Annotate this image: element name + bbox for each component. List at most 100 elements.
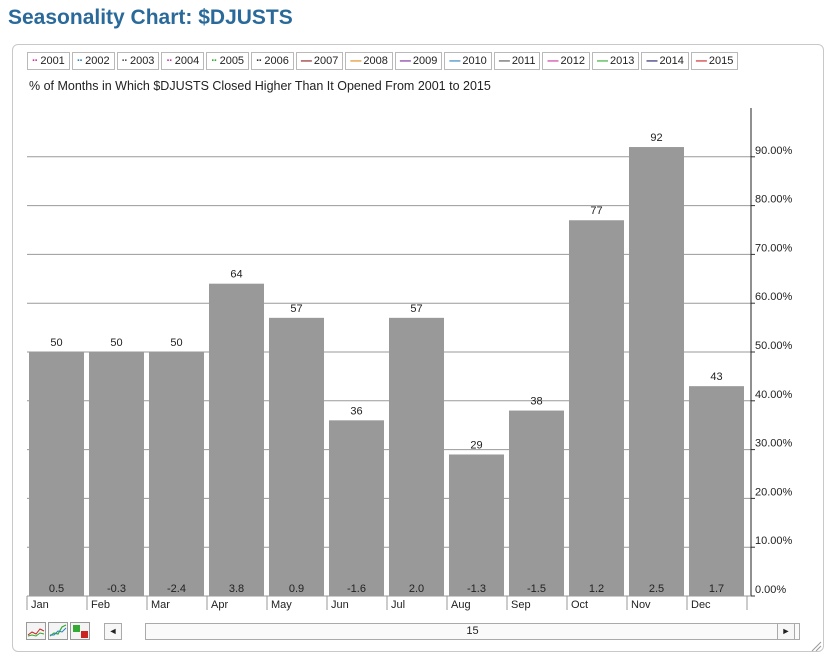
legend-swatch-icon: — bbox=[695, 55, 707, 67]
legend-label: 2008 bbox=[363, 55, 388, 67]
chart-toolbar: ◄ 15 ► bbox=[26, 620, 806, 644]
legend-item-2009[interactable]: —2009 bbox=[394, 52, 443, 70]
legend-label: 2005 bbox=[219, 55, 245, 67]
y-tick-label: 90.00% bbox=[755, 145, 793, 157]
legend-swatch-icon: — bbox=[399, 55, 411, 67]
bar-value-label: 38 bbox=[530, 396, 542, 408]
legend-swatch-icon: ·· bbox=[121, 55, 128, 67]
avg-return-label: -1.5 bbox=[527, 583, 546, 595]
legend-label: 2004 bbox=[174, 55, 200, 67]
avg-return-label: 2.5 bbox=[649, 583, 664, 595]
legend-swatch-icon: — bbox=[300, 55, 312, 67]
legend-swatch-icon: ·· bbox=[76, 55, 83, 67]
legend-label: 2003 bbox=[129, 55, 155, 67]
avg-return-label: 0.5 bbox=[49, 583, 64, 595]
period-scrollbar[interactable]: 15 bbox=[145, 623, 800, 640]
legend-item-2013[interactable]: —2013 bbox=[591, 52, 640, 70]
legend-item-2012[interactable]: —2012 bbox=[542, 52, 590, 70]
legend-item-2001[interactable]: ·· 2001 bbox=[27, 52, 70, 70]
bar-chart-icon[interactable] bbox=[70, 622, 90, 640]
avg-return-label: -2.4 bbox=[167, 583, 186, 595]
x-tick-label: Aug bbox=[451, 599, 471, 611]
bar-sep[interactable] bbox=[509, 410, 564, 596]
bar-value-label: 50 bbox=[50, 337, 62, 349]
avg-return-label: 1.7 bbox=[709, 583, 724, 595]
y-tick-label: 20.00% bbox=[755, 486, 793, 498]
legend-item-2007[interactable]: —2007 bbox=[295, 52, 344, 70]
bar-aug[interactable] bbox=[449, 454, 504, 596]
legend-label: 2011 bbox=[511, 55, 536, 67]
x-tick-label: Sep bbox=[511, 599, 531, 611]
avg-return-label: 3.8 bbox=[229, 583, 244, 595]
resize-grip-icon[interactable] bbox=[810, 640, 822, 652]
avg-return-label: -0.3 bbox=[107, 583, 126, 595]
bar-value-label: 57 bbox=[290, 303, 302, 315]
avg-return-label: 1.2 bbox=[589, 583, 604, 595]
legend-swatch-icon: ·· bbox=[32, 55, 38, 67]
bar-may[interactable] bbox=[269, 317, 324, 596]
y-tick-label: 10.00% bbox=[755, 535, 793, 547]
legend-label: 2007 bbox=[313, 55, 339, 67]
bar-value-label: 64 bbox=[230, 269, 242, 281]
bar-value-label: 92 bbox=[650, 132, 662, 144]
bar-jul[interactable] bbox=[389, 317, 444, 596]
legend-swatch-icon: — bbox=[646, 55, 657, 67]
bar-mar[interactable] bbox=[149, 352, 204, 596]
page-title: Seasonality Chart: $DJUSTS bbox=[8, 6, 293, 29]
bar-feb[interactable] bbox=[89, 352, 144, 596]
legend-item-2015[interactable]: —2015 bbox=[690, 52, 739, 70]
multi-line-chart-icon[interactable] bbox=[48, 622, 68, 640]
bar-jan[interactable] bbox=[29, 352, 84, 596]
y-tick-label: 0.00% bbox=[755, 584, 786, 596]
x-tick-label: Apr bbox=[211, 599, 228, 611]
bar-value-label: 77 bbox=[590, 205, 602, 217]
legend-swatch-icon: — bbox=[498, 55, 510, 67]
legend-label: 2001 bbox=[40, 55, 65, 67]
legend-item-2004[interactable]: ·· 2004 bbox=[161, 52, 205, 70]
chart-title: % of Months in Which $DJUSTS Closed High… bbox=[29, 79, 491, 93]
bar-dec[interactable] bbox=[689, 386, 744, 596]
legend-item-2002[interactable]: ·· 2002 bbox=[71, 52, 115, 70]
legend-item-2003[interactable]: ·· 2003 bbox=[116, 52, 160, 70]
x-tick-label: Mar bbox=[151, 599, 170, 611]
legend-item-2005[interactable]: ·· 2005 bbox=[206, 52, 250, 70]
period-value: 15 bbox=[466, 625, 479, 637]
bar-value-label: 29 bbox=[470, 439, 482, 451]
legend-label: 2013 bbox=[609, 55, 635, 67]
legend-swatch-icon: — bbox=[547, 55, 558, 67]
scroll-right-button[interactable]: ► bbox=[777, 623, 795, 640]
legend-item-2008[interactable]: —2008 bbox=[345, 52, 393, 70]
legend-item-2014[interactable]: —2014 bbox=[641, 52, 689, 70]
x-tick-label: Jan bbox=[31, 599, 49, 611]
legend-swatch-icon: ·· bbox=[256, 55, 262, 67]
bar-oct[interactable] bbox=[569, 220, 624, 597]
legend-label: 2009 bbox=[412, 55, 438, 67]
legend-item-2010[interactable]: —2010 bbox=[444, 52, 492, 70]
x-tick-label: May bbox=[271, 599, 292, 611]
legend-swatch-icon: ·· bbox=[211, 55, 217, 67]
x-tick-label: Jun bbox=[331, 599, 349, 611]
year-legend: ·· 2001 ·· 2002 ·· 2003 ·· 2004 ·· 2005 ·· 2006—200… bbox=[27, 52, 739, 70]
x-tick-label: Oct bbox=[571, 599, 588, 611]
legend-label: 2010 bbox=[462, 55, 487, 67]
avg-return-label: 0.9 bbox=[289, 583, 304, 595]
x-tick-label: Dec bbox=[691, 599, 711, 611]
line-chart-icon[interactable] bbox=[26, 622, 46, 640]
legend-swatch-icon: — bbox=[350, 55, 361, 67]
legend-label: 2015 bbox=[708, 55, 734, 67]
legend-swatch-icon: — bbox=[596, 55, 608, 67]
x-tick-label: Feb bbox=[91, 599, 110, 611]
bar-apr[interactable] bbox=[209, 283, 264, 596]
scroll-left-button[interactable]: ◄ bbox=[104, 623, 122, 640]
bar-jun[interactable] bbox=[329, 420, 384, 596]
bar-value-label: 36 bbox=[350, 405, 362, 417]
y-tick-label: 50.00% bbox=[755, 340, 793, 352]
bar-nov[interactable] bbox=[629, 147, 684, 597]
legend-item-2011[interactable]: —2011 bbox=[493, 52, 541, 70]
bar-value-label: 57 bbox=[410, 303, 422, 315]
legend-item-2006[interactable]: ·· 2006 bbox=[251, 52, 294, 70]
y-tick-label: 40.00% bbox=[755, 389, 793, 401]
bar-value-label: 50 bbox=[110, 337, 122, 349]
avg-return-label: 2.0 bbox=[409, 583, 424, 595]
